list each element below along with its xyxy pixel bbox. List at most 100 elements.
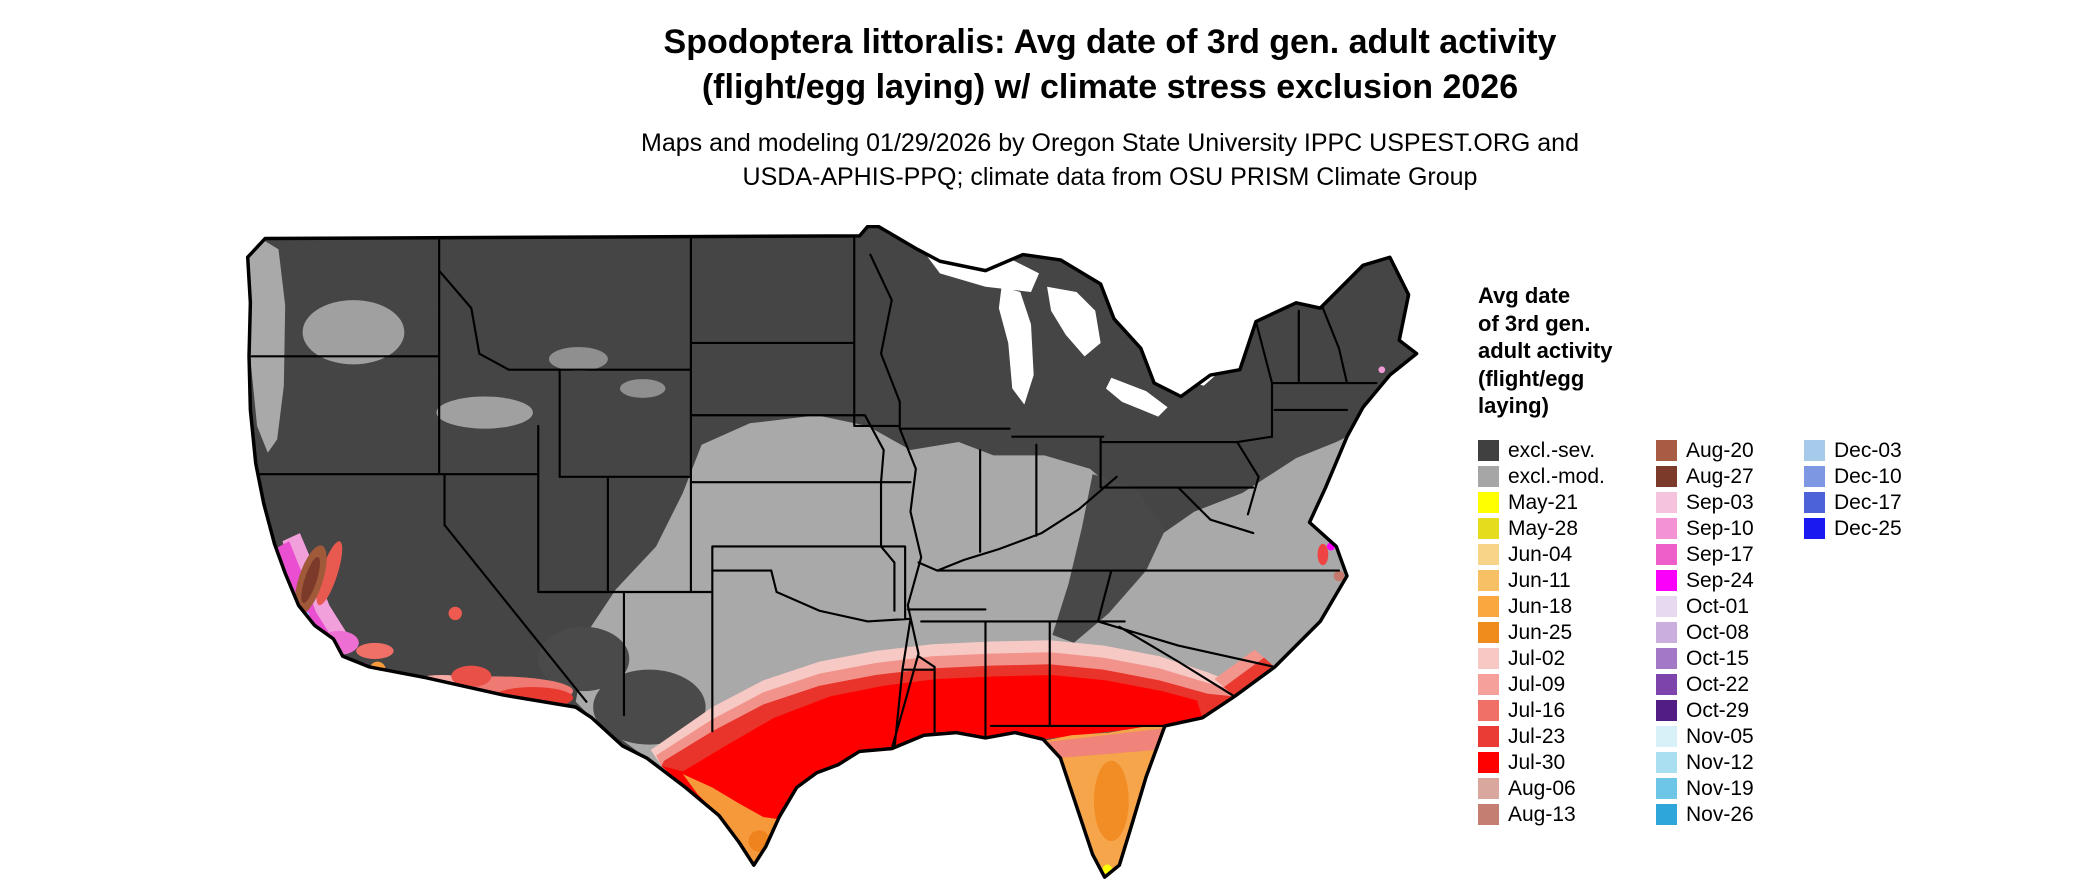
legend-label: Oct-29 [1686, 698, 1750, 722]
region-florida-core-orange [1093, 760, 1129, 842]
legend-swatch [1656, 804, 1677, 825]
legend-row: Dec-03 [1804, 438, 1954, 464]
legend-row: Dec-25 [1804, 516, 1954, 542]
legend-label: Oct-22 [1686, 672, 1750, 696]
legend-label: Oct-08 [1686, 620, 1750, 644]
legend-row: excl.-mod. [1478, 464, 1656, 490]
legend-swatch [1478, 752, 1499, 773]
legend-title: Avg date of 3rd gen. adult activity (fli… [1478, 283, 1613, 418]
legend-swatch [1804, 518, 1825, 539]
us-map [241, 225, 1426, 884]
legend-label: Aug-13 [1508, 802, 1576, 826]
legend-swatch [1478, 466, 1499, 487]
legend-row: Jul-09 [1478, 672, 1656, 698]
legend-label: Jul-16 [1508, 698, 1566, 722]
legend-swatch [1478, 648, 1499, 669]
legend-row: Jun-11 [1478, 568, 1656, 594]
legend-label: Jun-25 [1508, 620, 1573, 644]
legend-row: Aug-20 [1656, 438, 1804, 464]
legend-label: Sep-17 [1686, 542, 1754, 566]
legend-row: Jul-30 [1478, 750, 1656, 776]
legend-swatch [1478, 544, 1499, 565]
legend-swatch [1656, 544, 1677, 565]
legend-label: Aug-20 [1686, 438, 1754, 462]
legend-label: Jul-30 [1508, 750, 1566, 774]
legend-row: Nov-12 [1656, 750, 1804, 776]
legend-label: Nov-05 [1686, 724, 1754, 748]
legend-row: Oct-22 [1656, 672, 1804, 698]
legend-row: excl.-sev. [1478, 438, 1656, 464]
legend-swatch [1656, 518, 1677, 539]
legend-columns: excl.-sev. excl.-mod. May-21 May-28 [1478, 438, 2058, 828]
legend-swatch [1478, 492, 1499, 513]
legend-row: Jun-04 [1478, 542, 1656, 568]
legend-label: excl.-mod. [1508, 464, 1605, 488]
map-subtitle-line1: Maps and modeling 01/29/2026 by Oregon S… [641, 128, 1579, 157]
legend-swatch [1656, 700, 1677, 721]
legend-label: Oct-15 [1686, 646, 1750, 670]
legend-column-2: Aug-20 Aug-27 Sep-03 Sep-10 [1656, 438, 1804, 828]
legend-row: Jun-18 [1478, 594, 1656, 620]
legend-row: Jun-25 [1478, 620, 1656, 646]
legend-label: Aug-06 [1508, 776, 1576, 800]
legend-swatch [1478, 596, 1499, 617]
legend-label: Oct-01 [1686, 594, 1750, 618]
legend-swatch [1656, 440, 1677, 461]
legend-swatch [1478, 674, 1499, 695]
legend-label: Nov-26 [1686, 802, 1754, 826]
legend-label: Jun-04 [1508, 542, 1573, 566]
us-map-svg [245, 225, 1419, 879]
map-subtitle: Maps and modeling 01/29/2026 by Oregon S… [160, 126, 2060, 194]
legend-swatch [1478, 440, 1499, 461]
legend-label: Dec-17 [1834, 490, 1902, 514]
region-appalachia-dark [1052, 474, 1165, 643]
legend-row: May-21 [1478, 490, 1656, 516]
legend-row: Oct-01 [1656, 594, 1804, 620]
legend-label: Jun-11 [1508, 568, 1571, 592]
legend-row: Dec-17 [1804, 490, 1954, 516]
legend-label: Dec-10 [1834, 464, 1902, 488]
legend-row: Oct-08 [1656, 620, 1804, 646]
legend-swatch [1656, 726, 1677, 747]
legend-swatch [1656, 622, 1677, 643]
legend-row: May-28 [1478, 516, 1656, 542]
legend-row: Dec-10 [1804, 464, 1954, 490]
region-east-coast-specks [1317, 366, 1386, 582]
great-lakes [923, 251, 1216, 417]
map-subtitle-line2: USDA-APHIS-PPQ; climate data from OSU PR… [742, 162, 1478, 191]
us-outline [245, 225, 1419, 879]
map-title-line1: Spodoptera littoralis: Avg date of 3rd g… [663, 23, 1557, 61]
legend-row: Oct-15 [1656, 646, 1804, 672]
legend-row: Jul-16 [1478, 698, 1656, 724]
header: Spodoptera littoralis: Avg date of 3rd g… [160, 20, 2060, 194]
legend-label: Jul-02 [1508, 646, 1566, 670]
legend-row: Oct-29 [1656, 698, 1804, 724]
legend-row: Nov-26 [1656, 802, 1804, 828]
legend-label: Dec-25 [1834, 516, 1902, 540]
legend-label: Jul-23 [1508, 724, 1566, 748]
legend-column-3: Dec-03 Dec-10 Dec-17 Dec-25 [1804, 438, 1954, 542]
legend-swatch [1478, 726, 1499, 747]
legend-row: Aug-06 [1478, 776, 1656, 802]
region-sc-coast-pink [1214, 649, 1264, 688]
legend-swatch [1656, 492, 1677, 513]
legend-label: Nov-19 [1686, 776, 1754, 800]
state-borders [250, 234, 1378, 750]
legend-label: Dec-03 [1834, 438, 1902, 462]
map-fill-layers [247, 226, 1417, 878]
legend-label: Aug-27 [1686, 464, 1754, 488]
region-north-florida-pink [1047, 728, 1163, 759]
legend: Avg date of 3rd gen. adult activity (fli… [1478, 282, 2058, 828]
legend-row: Jul-02 [1478, 646, 1656, 672]
legend-column-1: excl.-sev. excl.-mod. May-21 May-28 [1478, 438, 1656, 828]
legend-row: Aug-13 [1478, 802, 1656, 828]
legend-swatch [1656, 752, 1677, 773]
legend-label: Nov-12 [1686, 750, 1754, 774]
legend-label: Jun-18 [1508, 594, 1573, 618]
legend-swatch [1804, 492, 1825, 513]
legend-swatch [1478, 622, 1499, 643]
legend-row: Nov-19 [1656, 776, 1804, 802]
legend-swatch [1478, 778, 1499, 799]
legend-label: Sep-24 [1686, 568, 1754, 592]
region-nm-az-highlands-dark [538, 626, 630, 692]
